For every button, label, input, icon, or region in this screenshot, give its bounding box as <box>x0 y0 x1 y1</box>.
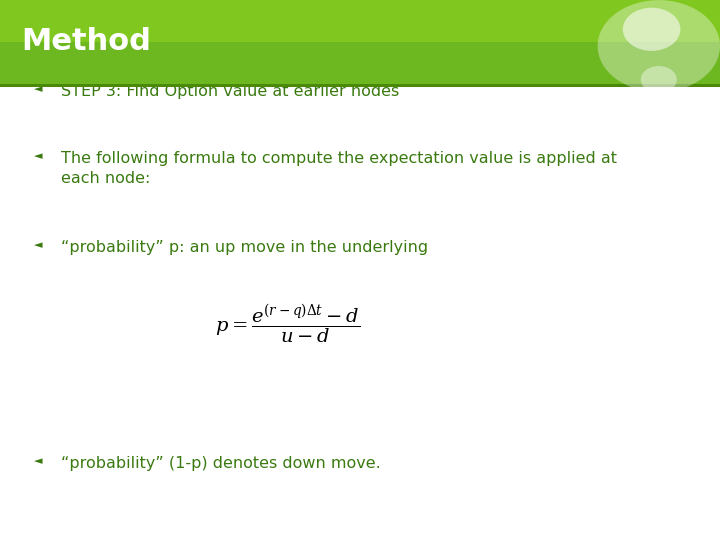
Text: “probability” p: an up move in the underlying: “probability” p: an up move in the under… <box>61 240 428 255</box>
Text: $p = \dfrac{e^{(r-q)\Delta t} - d}{u - d}$: $p = \dfrac{e^{(r-q)\Delta t} - d}{u - d… <box>215 302 361 346</box>
Text: “probability” (1-p) denotes down move.: “probability” (1-p) denotes down move. <box>61 456 381 471</box>
Text: STEP 3: Find Option value at earlier nodes: STEP 3: Find Option value at earlier nod… <box>61 84 400 99</box>
Text: ◄: ◄ <box>34 151 42 161</box>
Text: ◄: ◄ <box>34 456 42 467</box>
Text: ◄: ◄ <box>34 240 42 251</box>
Text: ◄: ◄ <box>34 84 42 94</box>
Circle shape <box>598 0 720 92</box>
Text: The following formula to compute the expectation value is applied at
each node:: The following formula to compute the exp… <box>61 151 617 186</box>
Bar <box>0 84 720 87</box>
Text: Method: Method <box>22 28 151 56</box>
Bar <box>0 0 720 84</box>
Circle shape <box>623 8 680 51</box>
Circle shape <box>641 66 677 93</box>
Bar <box>0 0 720 42</box>
